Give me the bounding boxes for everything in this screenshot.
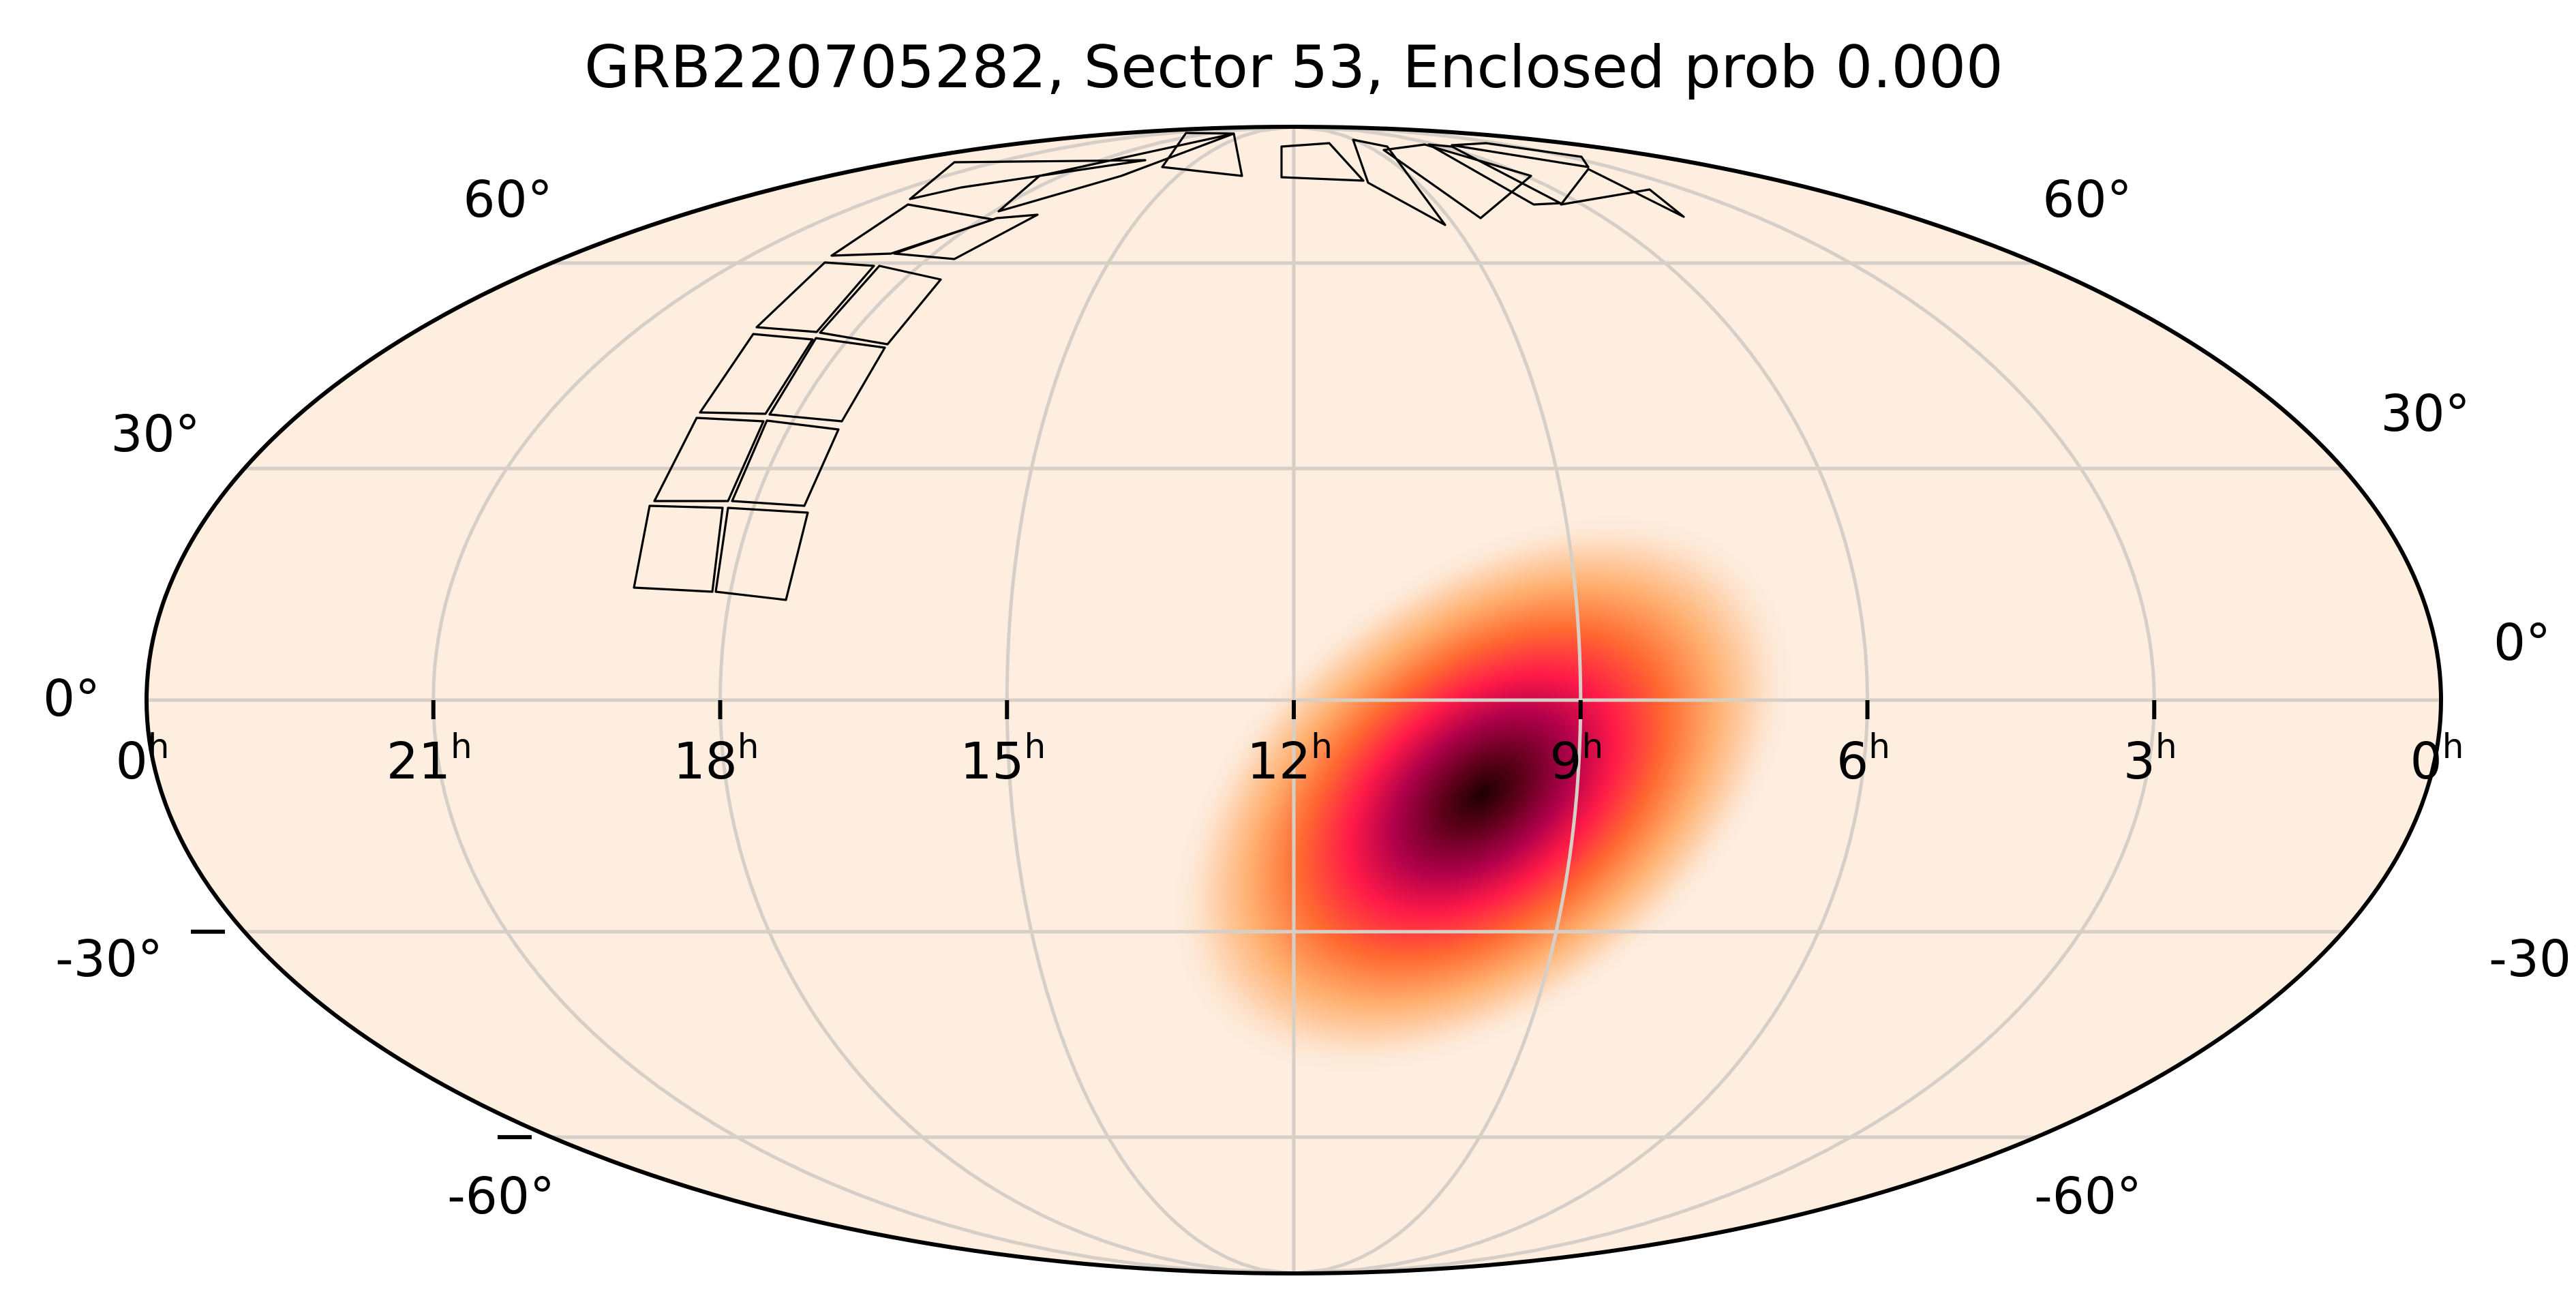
ccd-footprint — [653, 417, 765, 502]
dec-tick-label-left: -60° — [447, 1167, 555, 1226]
dec-tick-label-left: 30° — [110, 405, 200, 464]
ccd-footprint — [1451, 142, 1590, 168]
dec-tick-label-right: -60° — [2034, 1167, 2142, 1226]
ccd-footprint — [819, 264, 942, 346]
ccd-footprint — [1280, 142, 1365, 182]
ccd-footprint — [714, 507, 809, 601]
ccd-footprint — [633, 504, 724, 593]
ccd-footprint — [1382, 143, 1532, 220]
ccd-footprint — [893, 213, 1039, 260]
ccd-footprint — [768, 337, 886, 423]
axis-ticks — [191, 700, 2157, 1140]
ra-tick-label: 0h — [2410, 727, 2464, 791]
tess-ccd-footprints — [633, 132, 1685, 601]
dec-tick-label-right: 30° — [2380, 384, 2470, 443]
ccd-footprint — [1560, 168, 1685, 218]
ra-tick-label: 3h — [2123, 727, 2177, 791]
dec-tick-label-right: 0° — [2494, 614, 2551, 672]
ccd-footprint — [1427, 143, 1562, 206]
chart-title: GRB220705282, Sector 53, Enclosed prob 0… — [584, 33, 2003, 102]
ra-tick-label: 9h — [1549, 727, 1603, 791]
dec-tick-label-left: 0° — [43, 669, 100, 728]
dec-tick-label-left: -30° — [55, 930, 163, 988]
ccd-footprint — [1161, 132, 1243, 177]
ccd-footprint — [731, 419, 840, 507]
localization-probability-heatmap — [1166, 510, 1798, 1078]
dec-tick-label-left: 60° — [463, 170, 552, 229]
ccd-footprint — [755, 261, 875, 333]
ccd-footprint — [909, 159, 1147, 200]
mollweide-frame — [145, 125, 2443, 1275]
dec-tick-label-right: 60° — [2042, 170, 2132, 229]
ccd-footprint — [699, 333, 814, 415]
ccd-footprint — [1352, 138, 1446, 226]
dec-tick-label-right: -30° — [2489, 930, 2576, 988]
probability-blob — [1166, 510, 1798, 1078]
